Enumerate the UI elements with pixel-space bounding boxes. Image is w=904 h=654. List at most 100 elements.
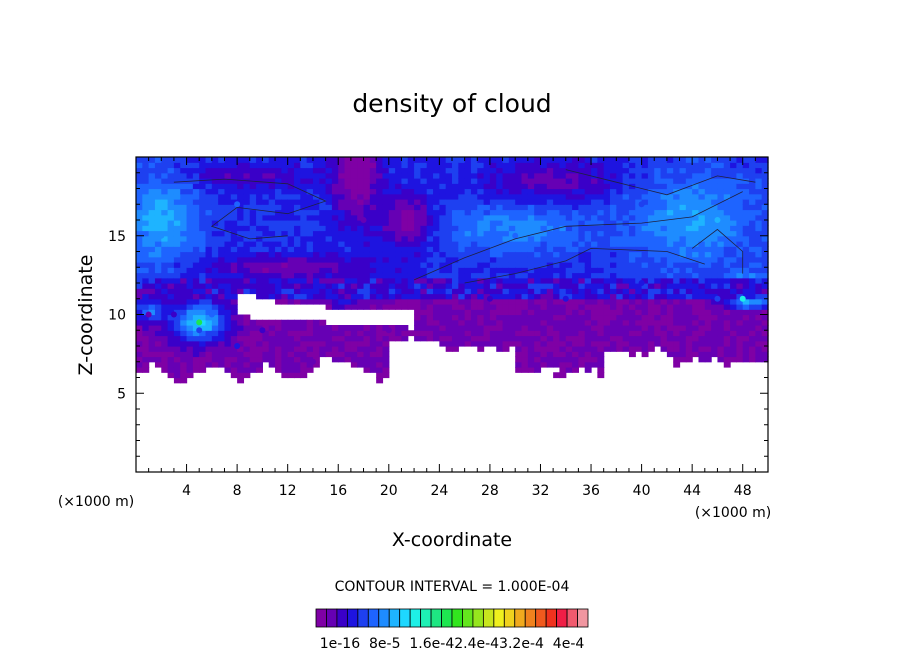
field-cell [142,251,150,258]
field-cell [237,172,245,179]
field-cell [243,188,251,195]
field-cell [237,230,245,237]
field-cell [742,220,750,226]
field-cell [527,335,535,342]
field-cell [420,220,428,226]
field-cell [534,220,542,226]
field-cell [496,272,504,279]
field-cell [496,230,504,237]
field-cell [268,335,276,342]
field-cell [395,214,403,221]
field-cell [256,346,263,352]
field-cell [331,246,339,253]
field-cell [584,319,592,326]
field-point [259,327,266,334]
field-cell [673,340,681,347]
field-cell [470,267,478,274]
field-cell [565,309,573,316]
field-cell [249,167,257,174]
field-cell [597,330,605,337]
field-cell [635,262,643,268]
field-cell [136,267,143,274]
field-cell [325,288,333,295]
field-cell [673,356,681,363]
field-cell [376,230,384,237]
field-cell [559,199,567,205]
field-cell [458,167,466,174]
field-cell [262,283,270,289]
field-cell [407,220,415,226]
field-cell [148,351,156,358]
field-cell [382,288,390,295]
field-cell [325,204,333,211]
colorbar-swatch [535,608,547,628]
field-cell [761,293,769,300]
field-cell [414,188,421,195]
field-cell [578,304,586,310]
field-cell [591,235,598,242]
field-cell [173,314,181,321]
field-cell [331,214,339,221]
field-cell [489,214,497,221]
field-cell [692,230,700,237]
field-cell [666,288,674,295]
field-cell [173,262,181,268]
field-cell [483,178,491,184]
field-cell [635,167,643,174]
field-cell [673,262,681,268]
field-cell [294,199,301,205]
field-cell [205,330,213,337]
field-cell [489,157,497,163]
field-cell [331,172,339,179]
field-cell [749,256,756,263]
field-cell [717,325,725,331]
field-cell [534,225,542,232]
field-cell [136,330,143,337]
field-cell [616,225,624,232]
field-cell [470,298,478,305]
field-cell [199,220,207,226]
field-cell [496,209,504,216]
field-cell [237,277,245,284]
field-cell [673,199,681,205]
field-cell [357,361,365,368]
field-cell [426,230,434,237]
field-cell [559,298,567,305]
field-cell [319,246,327,253]
field-cell [477,283,485,289]
field-cell [306,367,314,373]
field-cell [376,304,384,310]
field-cell [749,157,756,163]
field-cell [224,256,232,263]
field-cell [647,340,655,347]
field-cell [237,314,245,321]
field-cell [154,256,162,263]
field-cell [616,204,624,211]
field-cell [527,246,535,253]
field-cell [515,209,523,216]
field-cell [452,172,459,179]
field-cell [755,288,763,295]
field-cell [256,367,263,373]
field-cell [730,246,737,253]
field-cell [711,183,719,190]
field-cell [161,356,169,363]
field-cell [344,283,352,289]
field-cell [723,172,731,179]
field-cell [136,367,143,373]
field-cell [736,283,744,289]
field-cell [249,157,257,163]
field-cell [376,256,384,263]
field-cell [224,267,232,274]
field-cell [325,214,333,221]
field-point [638,280,645,286]
field-cell [186,246,194,253]
field-cell [553,241,561,247]
field-cell [312,330,320,337]
field-cell [369,235,377,242]
field-cell [205,356,213,363]
field-cell [350,235,358,242]
field-cell [136,356,143,363]
field-cell [534,172,542,179]
field-cell [249,214,257,221]
